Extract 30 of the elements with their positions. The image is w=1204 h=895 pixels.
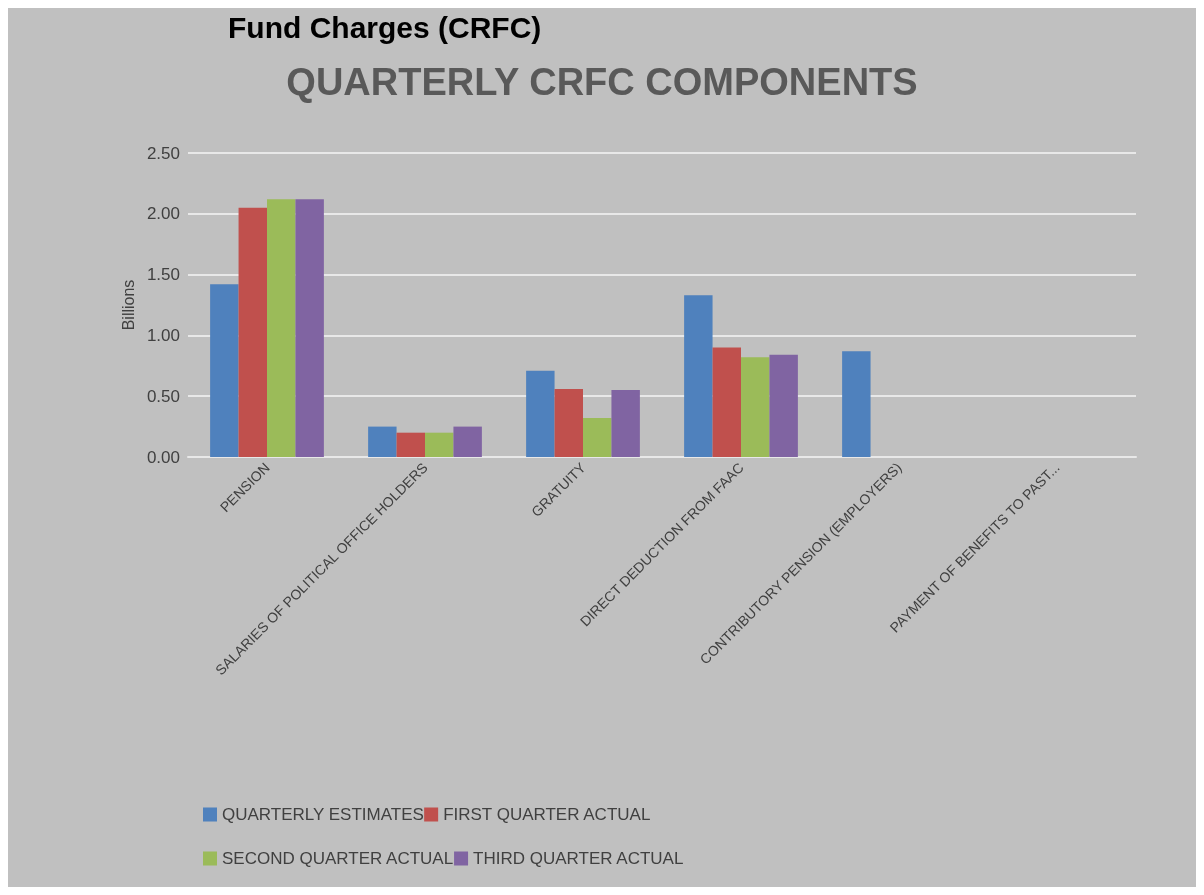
legend-label: THIRD QUARTER ACTUAL xyxy=(473,849,684,868)
legend-label: QUARTERLY ESTIMATES xyxy=(222,805,424,824)
y-tick-label: 2.50 xyxy=(146,143,180,163)
bar xyxy=(842,351,871,457)
y-axis-title: Billions xyxy=(119,279,137,331)
bar xyxy=(210,284,239,457)
bar xyxy=(238,207,267,457)
bar xyxy=(583,418,612,457)
bar xyxy=(712,347,741,457)
y-tick-label: 1.50 xyxy=(146,265,180,285)
bar xyxy=(741,357,770,457)
bar xyxy=(453,426,482,457)
y-tick-label: 1.00 xyxy=(146,325,180,345)
legend-label: FIRST QUARTER ACTUAL xyxy=(443,805,651,824)
bar xyxy=(526,370,555,457)
bar xyxy=(611,390,640,457)
y-tick-label: 2.00 xyxy=(146,204,180,224)
y-tick-label: 0.50 xyxy=(146,386,180,406)
bar xyxy=(267,199,296,457)
bar xyxy=(368,426,397,457)
bar xyxy=(396,432,425,457)
text: Fund Charges (CRFC) xyxy=(228,10,542,44)
legend-label: SECOND QUARTER ACTUAL xyxy=(222,849,454,868)
bar xyxy=(684,295,713,457)
bar xyxy=(554,388,583,457)
bar xyxy=(295,199,324,457)
chart-title: QUARTERLY CRFC COMPONENTS xyxy=(286,61,918,103)
bar xyxy=(425,432,454,457)
y-tick-label: 0.00 xyxy=(146,447,180,467)
bar xyxy=(769,354,798,457)
